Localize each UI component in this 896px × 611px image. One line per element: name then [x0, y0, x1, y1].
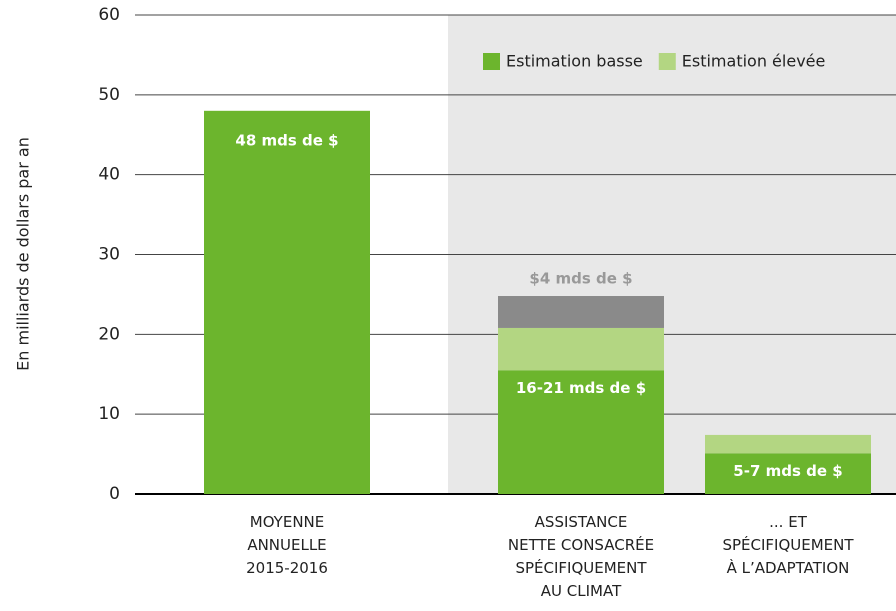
bar-segment — [498, 327, 664, 371]
y-tick-label: 40 — [98, 165, 120, 185]
x-tick-line: ASSISTANCE — [535, 513, 628, 531]
x-tick-line: NETTE CONSACRÉE — [508, 535, 654, 554]
y-axis-label: En milliards de dollars par an — [14, 137, 33, 371]
x-tick-line: MOYENNE — [250, 513, 325, 531]
y-tick-label: 50 — [98, 85, 120, 105]
bar-segment — [705, 453, 871, 494]
x-tick-line: SPÉCIFIQUEMENT — [515, 558, 647, 577]
legend-label: Estimation élevée — [682, 52, 826, 71]
x-tick-line: 2015-2016 — [246, 559, 328, 577]
bar-label: 5-7 mds de $ — [733, 462, 842, 480]
x-tick-line: SPÉCIFIQUEMENT — [722, 535, 854, 554]
x-tick-line: AU CLIMAT — [541, 582, 622, 600]
bar-label: 16-21 mds de $ — [516, 379, 646, 397]
y-tick-label: 0 — [109, 484, 120, 504]
x-tick-line: ANNUELLE — [247, 536, 326, 554]
legend-label: Estimation basse — [506, 52, 643, 71]
bar-segment — [204, 110, 370, 495]
x-tick-label: ... ET SPÉCIFIQUEMENT À L’ADAPTATION — [722, 513, 854, 577]
y-tick-label: 20 — [98, 324, 120, 344]
legend-swatch — [658, 53, 676, 70]
y-tick-label: 60 — [98, 5, 120, 25]
x-tick-label: ASSISTANCE NETTE CONSACRÉE SPÉCIFIQUEMENT A… — [508, 513, 654, 600]
y-tick-label: 30 — [98, 245, 120, 265]
y-tick-label: 10 — [98, 404, 120, 424]
x-tick-line: ... ET — [769, 513, 808, 531]
bar-label: 48 mds de $ — [235, 131, 338, 149]
legend-swatch — [483, 53, 500, 70]
x-tick-label: MOYENNE ANNUELLE 2015-2016 — [246, 513, 328, 577]
bar-segment — [498, 370, 664, 494]
bar-segment — [705, 434, 871, 454]
bar-segment — [498, 296, 664, 328]
x-tick-line: À L’ADAPTATION — [727, 558, 850, 577]
segment-label: $4 mds de $ — [529, 270, 632, 288]
